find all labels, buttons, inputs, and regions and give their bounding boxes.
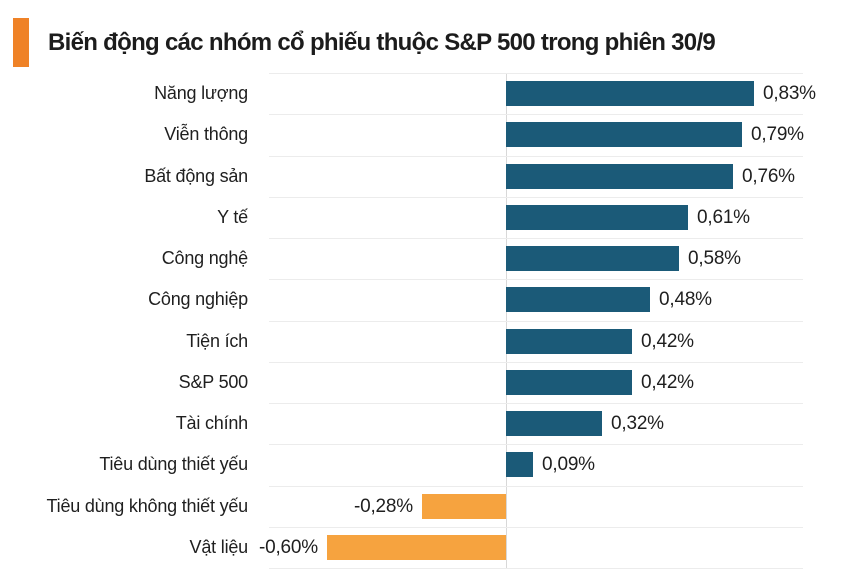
grid-line [269,197,803,198]
category-label: Tiêu dùng thiết yếu [99,454,248,475]
chart-row: Tiện ích 0,42% [0,321,863,362]
bar [327,534,506,560]
value-label: 0,76% [742,165,795,187]
grid-line [269,568,803,569]
chart-row: Bất động sản 0,76% [0,156,863,197]
grid-line [269,486,803,487]
value-label: 0,32% [611,413,664,435]
category-label: Năng lượng [154,83,248,103]
value-label: 0,48% [659,289,712,311]
grid-line [269,527,803,528]
category-label: Tiêu dùng không thiết yếu [46,495,249,516]
chart-row: Tiêu dùng không thiết yếu -0,28% [0,486,863,527]
bar [506,246,679,272]
category-label: Công nghiệp [148,289,248,310]
grid-line [269,362,803,363]
bar [506,81,754,107]
chart-row: Tiêu dùng thiết yếu 0,09% [0,444,863,485]
category-label: Công nghệ [161,248,248,268]
chart-row: S&P 500 0,42% [0,362,863,403]
category-label: S&P 500 [178,371,249,392]
grid-line [269,403,803,404]
category-label: Tiện ích [186,330,248,351]
chart-row: Y tế 0,61% [0,197,863,238]
value-label: 0,58% [688,248,741,270]
bar [506,328,632,354]
value-label: 0,09% [542,454,595,476]
value-label: -0,28% [353,495,413,517]
category-label: Tài chính [175,413,248,433]
value-label: 0,83% [763,83,816,105]
category-label: Vật liệu [189,536,249,557]
chart-row: Viễn thông 0,79% [0,114,863,155]
grid-line [269,444,803,445]
value-label: -0,60% [258,536,318,558]
bar [506,163,733,189]
zero-axis-line [506,73,507,568]
chart-row: Công nghiệp 0,48% [0,279,863,320]
chart-header: Biến động các nhóm cổ phiếu thuộc S&P 50… [13,18,716,67]
bar [506,411,602,437]
grid-line [269,321,803,322]
title-marker-icon [13,18,29,67]
category-label: Y tế [217,206,248,227]
value-label: 0,42% [641,330,694,352]
bar [506,122,742,148]
chart-row: Vật liệu -0,60% [0,527,863,568]
bar [506,204,688,230]
grid-line [269,73,803,74]
bar [506,369,632,395]
category-label: Viễn thông [164,124,248,145]
plot-area: Năng lượng 0,83% Viễn thông 0,79% Bất độ… [0,73,863,569]
bar [422,493,506,519]
bar [506,287,650,313]
grid-line [269,279,803,280]
chart-row: Năng lượng 0,83% [0,73,863,114]
value-label: 0,61% [697,206,750,228]
chart-row: Tài chính 0,32% [0,403,863,444]
category-label: Bất động sản [144,165,248,186]
value-label: 0,42% [641,371,694,393]
value-label: 0,79% [751,124,804,146]
chart-title: Biến động các nhóm cổ phiếu thuộc S&P 50… [48,28,716,56]
grid-line [269,156,803,157]
grid-line [269,238,803,239]
grid-line [269,114,803,115]
chart-row: Công nghệ 0,58% [0,238,863,279]
bar [506,452,533,478]
